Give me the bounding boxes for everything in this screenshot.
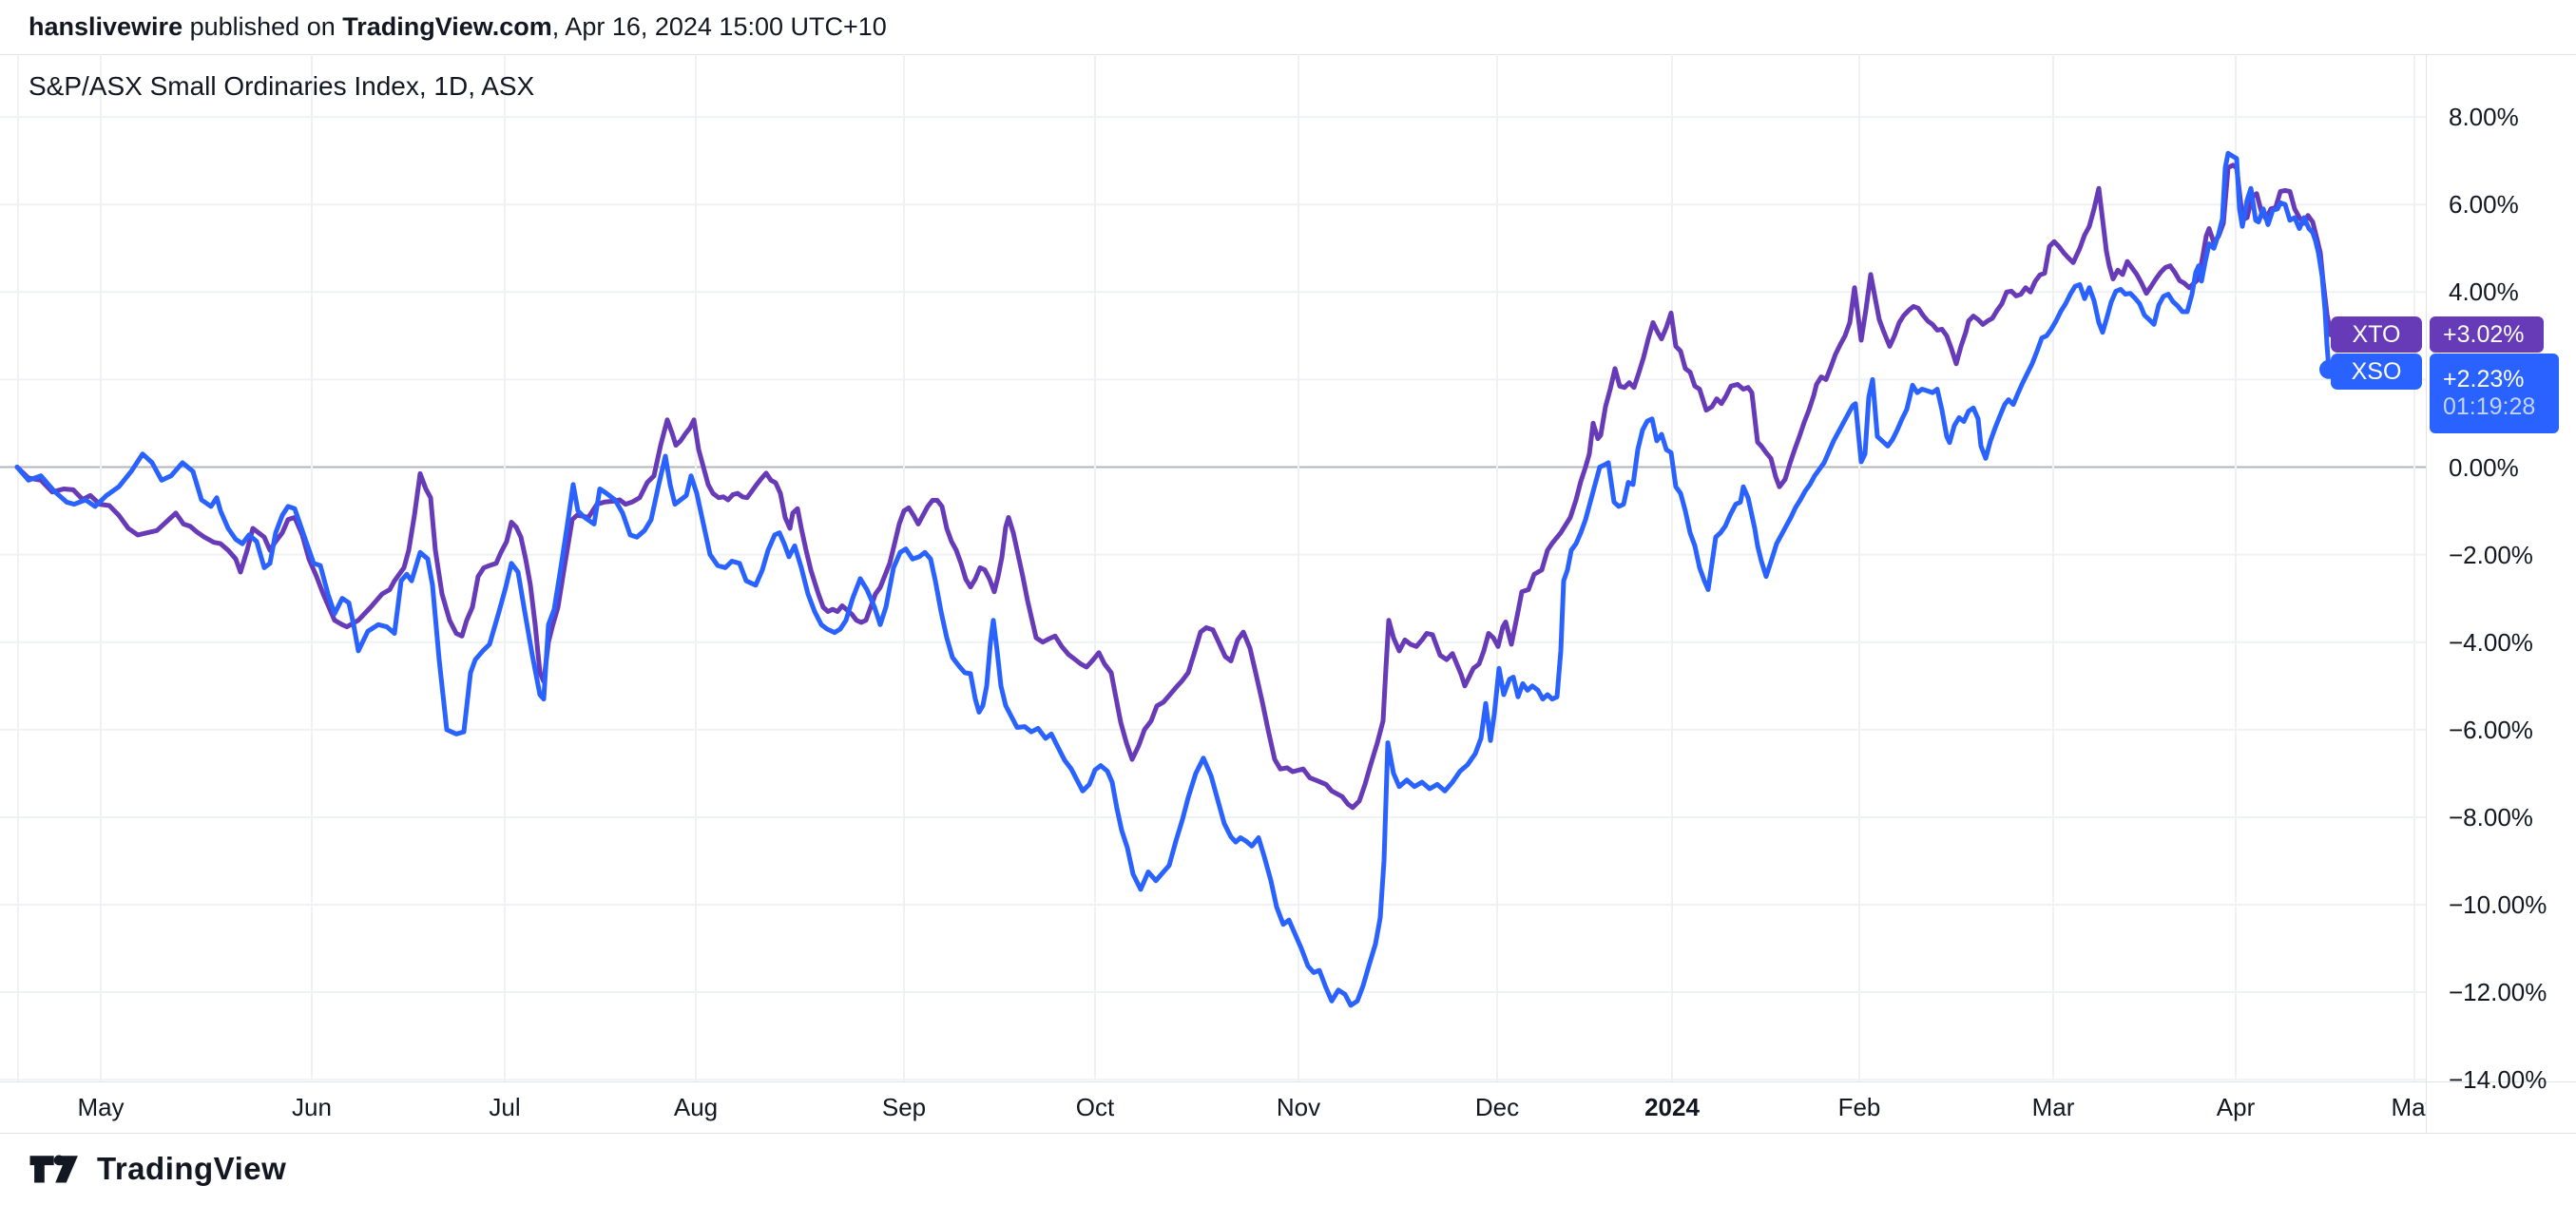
month-label: Apr <box>2216 1093 2256 1121</box>
xto-price-badge: +3.02% <box>2430 316 2544 353</box>
xso-price-badge: +2.23% 01:19:28 <box>2430 354 2559 433</box>
series-lines <box>14 150 2338 1008</box>
footer-divider <box>0 1133 2576 1134</box>
month-label: Jun <box>292 1093 332 1121</box>
price-tick-label: 0.00% <box>2449 452 2519 482</box>
month-label: May <box>77 1093 125 1121</box>
time-axis[interactable]: May Jun Jul Aug Sep Oct Nov Dec 2024 Feb Mar Apr May <box>0 1082 2426 1133</box>
chart-title: S&P/ASX Small Ordinaries Index, 1D, ASX <box>29 71 535 101</box>
countdown-timer: 01:19:28 <box>2443 393 2536 420</box>
price-tick-label: −2.00% <box>2449 540 2533 569</box>
time-axis-border <box>0 1081 2576 1082</box>
gridlines <box>0 54 2426 1081</box>
tradingview-logo-icon <box>29 1155 78 1183</box>
price-tick-label: −6.00% <box>2449 715 2533 744</box>
xto-symbol-badge: XTO <box>2331 316 2422 353</box>
byline-text: published on <box>183 12 343 41</box>
byline: hanslivewire published on TradingView.co… <box>29 0 887 54</box>
site-link[interactable]: TradingView.com <box>342 12 552 41</box>
month-label: May <box>2391 1093 2426 1121</box>
price-tick-label: −8.00% <box>2449 802 2533 832</box>
month-label: 2024 <box>1644 1093 1700 1121</box>
month-label: Nov <box>1276 1093 1321 1121</box>
month-label: Aug <box>673 1093 719 1121</box>
xso-symbol-badge: XSO <box>2331 354 2422 390</box>
month-label: Mar <box>2031 1093 2075 1121</box>
price-tick-label: −10.00% <box>2449 890 2547 919</box>
month-label: Sep <box>881 1093 927 1121</box>
brand-text: TradingView <box>97 1151 287 1186</box>
price-tick-label: −12.00% <box>2449 978 2547 1007</box>
username-link[interactable]: hanslivewire <box>29 12 183 41</box>
month-label: Feb <box>1837 1093 1881 1121</box>
month-label: Oct <box>1075 1093 1115 1121</box>
price-tick-label: 4.00% <box>2449 277 2519 307</box>
price-tick-label: 6.00% <box>2449 190 2519 220</box>
month-label: Dec <box>1474 1093 1520 1121</box>
xto-series-line[interactable] <box>14 163 2334 811</box>
price-tick-label: −14.00% <box>2449 1065 2547 1095</box>
price-tick-label: −4.00% <box>2449 627 2533 657</box>
month-label: Jul <box>489 1093 521 1121</box>
price-tick-label: 8.00% <box>2449 103 2519 132</box>
xso-series-line[interactable] <box>14 150 2332 1008</box>
price-axis-border <box>2426 54 2427 1133</box>
byline-date: , Apr 16, 2024 15:00 UTC+10 <box>551 12 887 41</box>
header-divider <box>0 54 2576 55</box>
tradingview-logo[interactable]: TradingView <box>29 1146 286 1192</box>
chart-pane[interactable] <box>0 54 2426 1081</box>
